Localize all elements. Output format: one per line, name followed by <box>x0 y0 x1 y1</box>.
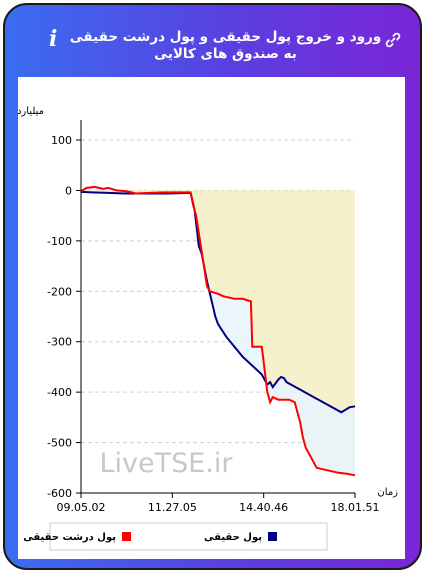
y-tick-label: -300 <box>47 336 72 349</box>
x-axis-label: زمان <box>377 487 398 498</box>
legend-item-real-swatch <box>268 532 277 541</box>
widget-card: ورود و خروج پول حقیقی و پول درشت حقیقی ب… <box>3 3 422 570</box>
y-tick-label: -100 <box>47 235 72 248</box>
area-between-fill <box>81 186 355 476</box>
series-line-real <box>80 190 356 414</box>
x-tick-label: 09.05.02 <box>57 501 106 514</box>
link-icon[interactable] <box>384 31 402 49</box>
x-tick-label: 14.40.46 <box>239 501 288 514</box>
y-tick-label: -500 <box>47 437 72 450</box>
chart-svg: میلیارد تومان LiveTSE.ir 100 0 -100 -200 -30… <box>5 106 398 551</box>
chart-panel: میلیارد تومان LiveTSE.ir 100 0 -100 -200 -30… <box>5 77 405 559</box>
area-upper-fill <box>81 186 355 476</box>
legend: پول حقیقی پول درشت حقیقی <box>23 522 328 551</box>
legend-item-real-label: پول حقیقی <box>204 532 262 543</box>
y-tick-label: -200 <box>47 285 72 298</box>
y-tick-label: 0 <box>65 184 72 197</box>
y-tick-label: 100 <box>51 134 72 147</box>
series-line-big <box>80 185 356 477</box>
card-header: ورود و خروج پول حقیقی و پول درشت حقیقی ب… <box>5 5 420 75</box>
info-icon[interactable]: i <box>49 26 58 52</box>
y-axis-label: میلیارد تومان <box>18 106 44 117</box>
watermark: LiveTSE.ir <box>99 448 233 479</box>
y-tick-label: -400 <box>47 386 72 399</box>
y-tick-label: -600 <box>47 487 72 500</box>
legend-item-big-swatch <box>122 532 131 541</box>
x-tick-label: 18.01.51 <box>331 501 380 514</box>
legend-item-big-label: پول درشت حقیقی <box>23 532 116 543</box>
x-tick-label: 11.27.05 <box>148 501 197 514</box>
card-title: ورود و خروج پول حقیقی و پول درشت حقیقی ب… <box>69 29 382 62</box>
